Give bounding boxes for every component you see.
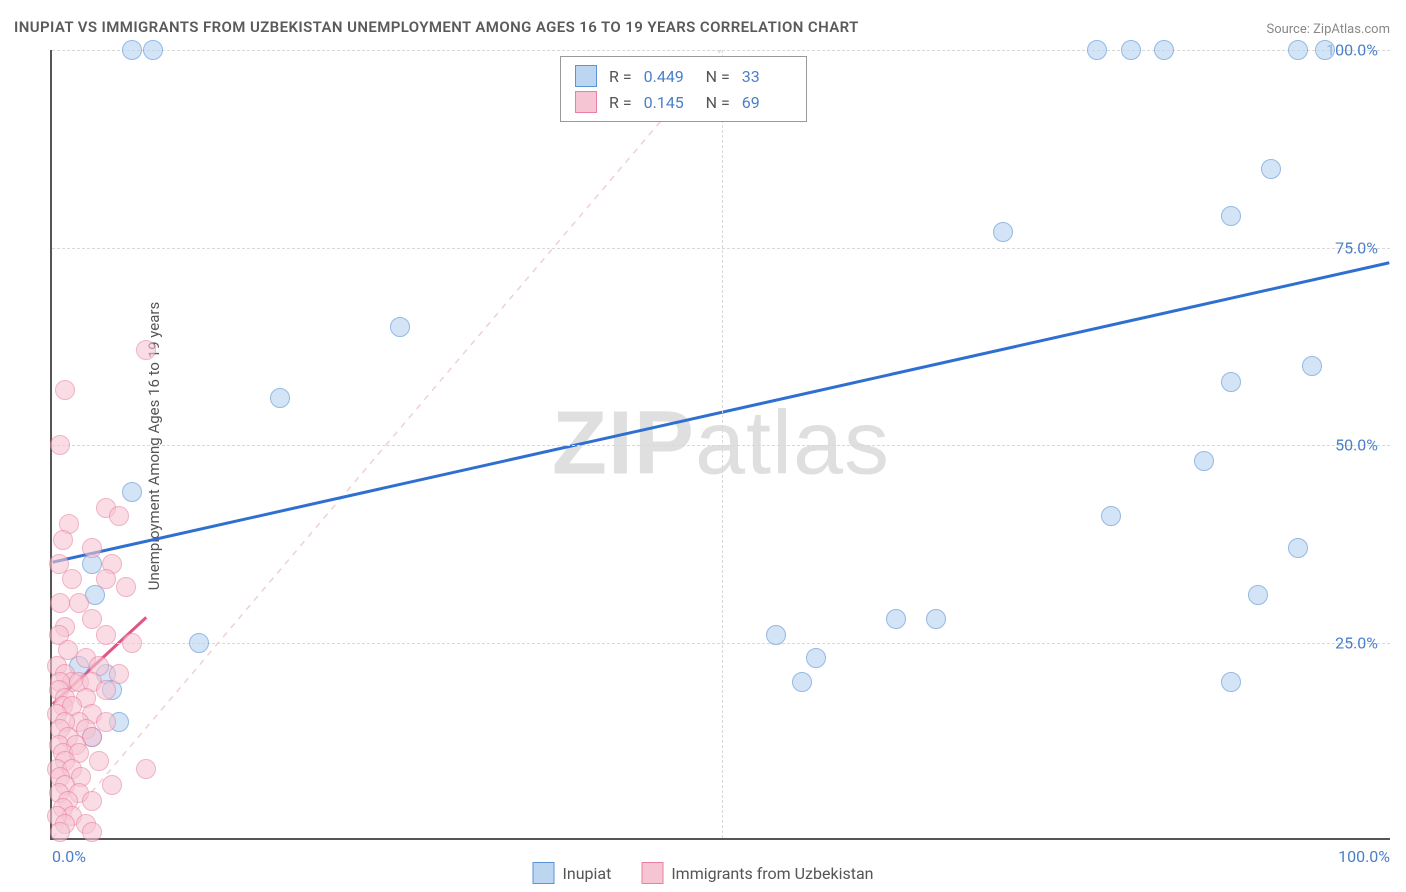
inupiat-marker — [1221, 372, 1241, 392]
n-label: N = — [706, 93, 730, 112]
inupiat-marker — [122, 482, 142, 502]
r-label: R = — [609, 93, 632, 112]
uzbek-marker — [82, 538, 102, 558]
diagonal-reference-line — [53, 50, 721, 838]
gridline-h — [52, 248, 1390, 249]
inupiat-swatch-icon — [575, 65, 597, 87]
uzbek-marker — [89, 751, 109, 771]
stats-legend: R = 0.449 N = 33 R = 0.145 N = 69 — [560, 56, 807, 122]
inupiat-marker — [926, 609, 946, 629]
inupiat-marker — [122, 40, 142, 60]
uzbek-marker — [50, 435, 70, 455]
inupiat-marker — [1288, 538, 1308, 558]
chart-lines — [52, 50, 1390, 838]
inupiat-marker — [1101, 506, 1121, 526]
inupiat-marker — [886, 609, 906, 629]
plot-area: ZIPatlas 25.0%50.0%75.0%100.0%0.0%100.0% — [50, 50, 1390, 840]
uzbek-marker — [53, 530, 73, 550]
y-tick-label: 75.0% — [1335, 238, 1378, 257]
uzbek-marker — [62, 569, 82, 589]
uzbek-marker — [122, 633, 142, 653]
inupiat-marker — [1087, 40, 1107, 60]
legend-item-uzbek: Immigrants from Uzbekistan — [641, 862, 873, 884]
uzbek-marker — [82, 822, 102, 842]
r-label: R = — [609, 67, 632, 86]
legend-item-inupiat: Inupiat — [533, 862, 612, 884]
r-value: 0.145 — [644, 93, 694, 112]
chart-title: INUPIAT VS IMMIGRANTS FROM UZBEKISTAN UN… — [14, 18, 859, 36]
gridline-h — [52, 50, 1390, 51]
n-value: 33 — [742, 67, 792, 86]
uzbek-legend-swatch-icon — [641, 862, 663, 884]
uzbek-marker — [109, 506, 129, 526]
stats-row-inupiat: R = 0.449 N = 33 — [575, 63, 792, 89]
inupiat-marker — [1221, 206, 1241, 226]
inupiat-marker — [766, 625, 786, 645]
uzbek-marker — [96, 712, 116, 732]
inupiat-marker — [1302, 356, 1322, 376]
uzbek-marker — [50, 593, 70, 613]
uzbek-marker — [82, 791, 102, 811]
inupiat-marker — [189, 633, 209, 653]
uzbek-marker — [55, 380, 75, 400]
x-tick-label: 0.0% — [52, 847, 86, 866]
inupiat-marker — [1315, 40, 1335, 60]
source-attribution: Source: ZipAtlas.com — [1266, 22, 1390, 37]
inupiat-marker — [1194, 451, 1214, 471]
inupiat-trend-line — [53, 263, 1390, 562]
n-value: 69 — [742, 93, 792, 112]
gridline-h — [52, 643, 1390, 644]
inupiat-marker — [806, 648, 826, 668]
inupiat-marker — [1221, 672, 1241, 692]
inupiat-marker — [1288, 40, 1308, 60]
inupiat-marker — [1261, 159, 1281, 179]
inupiat-marker — [270, 388, 290, 408]
r-value: 0.449 — [644, 67, 694, 86]
uzbek-marker — [96, 625, 116, 645]
inupiat-legend-swatch-icon — [533, 862, 555, 884]
gridline-h — [52, 445, 1390, 446]
inupiat-marker — [390, 317, 410, 337]
source-label: Source: — [1266, 22, 1313, 37]
uzbek-marker — [96, 680, 116, 700]
legend-label: Immigrants from Uzbekistan — [671, 864, 873, 883]
inupiat-marker — [792, 672, 812, 692]
inupiat-marker — [1248, 585, 1268, 605]
inupiat-marker — [993, 222, 1013, 242]
bottom-legend: Inupiat Immigrants from Uzbekistan — [533, 862, 874, 884]
uzbek-marker — [102, 775, 122, 795]
uzbek-swatch-icon — [575, 91, 597, 113]
inupiat-marker — [143, 40, 163, 60]
inupiat-marker — [1121, 40, 1141, 60]
uzbek-marker — [109, 664, 129, 684]
n-label: N = — [706, 67, 730, 86]
uzbek-marker — [136, 340, 156, 360]
gridline-v — [722, 50, 723, 838]
x-tick-label: 100.0% — [1338, 847, 1390, 866]
uzbek-marker — [96, 569, 116, 589]
y-tick-label: 50.0% — [1335, 436, 1378, 455]
source-value: ZipAtlas.com — [1313, 22, 1390, 37]
uzbek-marker — [50, 822, 70, 842]
legend-label: Inupiat — [563, 864, 612, 883]
y-tick-label: 25.0% — [1335, 633, 1378, 652]
stats-row-uzbek: R = 0.145 N = 69 — [575, 89, 792, 115]
uzbek-marker — [136, 759, 156, 779]
inupiat-marker — [1154, 40, 1174, 60]
uzbek-marker — [116, 577, 136, 597]
